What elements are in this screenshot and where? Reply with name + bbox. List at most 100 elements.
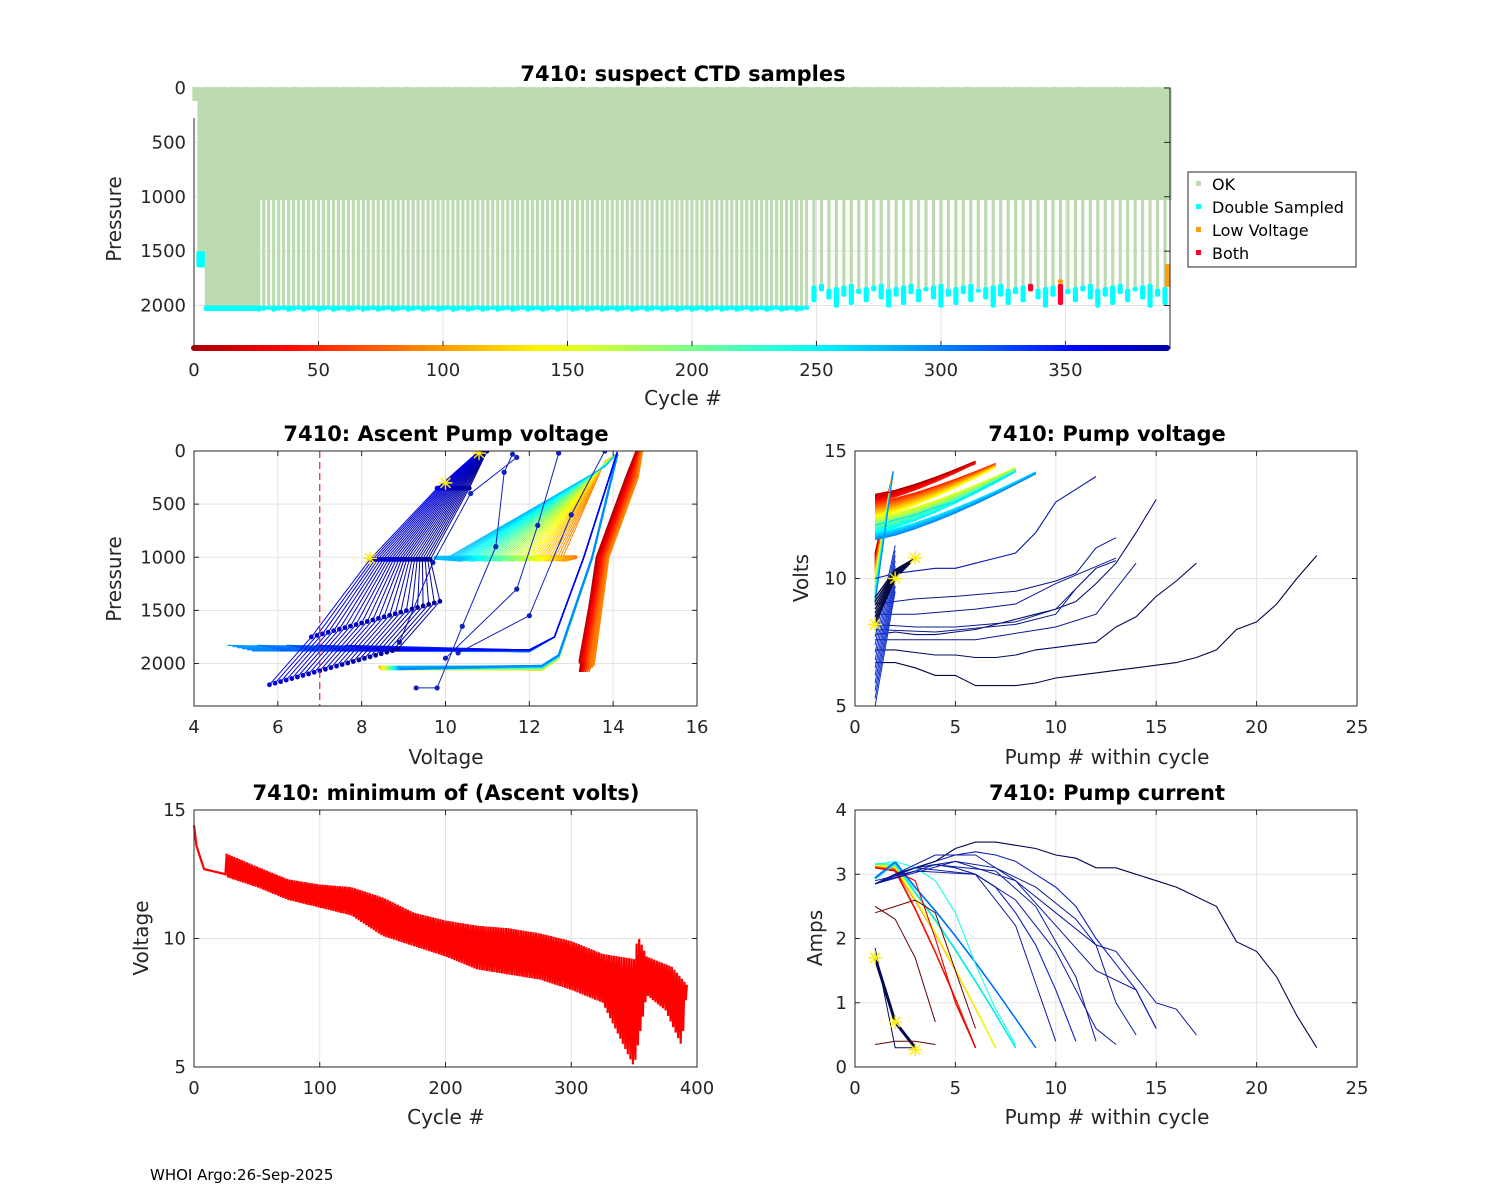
ok-sample-bar bbox=[807, 87, 811, 201]
ok-sample-bar bbox=[618, 87, 622, 201]
ok-sample-bar bbox=[488, 87, 492, 201]
double-sampled-sample bbox=[893, 287, 899, 297]
double-sampled-sample bbox=[450, 305, 456, 312]
ok-sample-bar bbox=[441, 86, 445, 306]
suspect-ctd-ytick-label: 1500 bbox=[140, 241, 186, 262]
double-sampled-sample bbox=[1005, 288, 1011, 305]
pump-voltage-series-early bbox=[875, 463, 976, 495]
ok-sample-bar bbox=[304, 86, 308, 201]
ok-sample-bar bbox=[1153, 87, 1157, 201]
ok-sample-bar bbox=[361, 87, 365, 306]
double-sampled-sample bbox=[848, 283, 854, 305]
ok-sample-bar bbox=[1165, 87, 1170, 201]
ok-sample-bar bbox=[1121, 87, 1125, 201]
ok-sample-bar bbox=[727, 86, 731, 201]
double-sampled-sample bbox=[440, 305, 446, 311]
both-flag-sample bbox=[1057, 283, 1064, 305]
ascent-sample-point bbox=[328, 665, 334, 671]
double-sampled-sample bbox=[1065, 288, 1071, 295]
ok-sample-bar bbox=[959, 87, 963, 201]
double-sampled-sample bbox=[1072, 287, 1078, 303]
double-sampled-sample bbox=[534, 305, 541, 310]
ok-sample-bar bbox=[394, 87, 398, 201]
ok-sample-bar bbox=[588, 87, 592, 201]
ok-sample-bar bbox=[359, 87, 363, 201]
ascent-sample-point bbox=[437, 598, 443, 604]
ok-sample-bar bbox=[770, 87, 774, 306]
ok-sample-bar bbox=[1056, 87, 1060, 201]
pump-current-ytick-label: 3 bbox=[836, 864, 847, 885]
double-sampled-sample bbox=[1117, 283, 1123, 295]
ascent-sample-point bbox=[415, 605, 420, 610]
double-sampled-sample bbox=[856, 288, 862, 295]
ok-sample-bar bbox=[453, 86, 458, 201]
ok-sample-bar bbox=[847, 87, 851, 201]
ok-sample-bar bbox=[341, 86, 345, 306]
ok-sample-bar bbox=[506, 87, 510, 306]
ascent-profile-line bbox=[398, 457, 518, 643]
double-sampled-sample bbox=[295, 305, 302, 310]
ascent-sample-point bbox=[331, 628, 337, 634]
ascent-sample-point bbox=[526, 613, 532, 619]
suspect-ctd-chart: 7410: suspect CTD samples Cycle # Pressu… bbox=[102, 62, 1357, 410]
double-sampled-sample bbox=[975, 288, 981, 293]
double-sampled-sample bbox=[945, 288, 952, 297]
ok-sample-bar bbox=[319, 87, 323, 201]
ascent-sample-point bbox=[427, 556, 433, 562]
ok-sample-bar bbox=[523, 87, 527, 201]
ok-sample-bar bbox=[354, 86, 358, 201]
suspect-ctd-xtick-label: 0 bbox=[188, 360, 199, 381]
ok-sample-bar bbox=[369, 87, 373, 201]
pump-voltage-line bbox=[874, 466, 996, 518]
ascent-sample-point bbox=[392, 611, 398, 617]
pump-voltage-line bbox=[874, 473, 1036, 541]
ok-sample-bar bbox=[1116, 87, 1120, 201]
ok-sample-bar bbox=[1088, 86, 1092, 284]
ok-sample-bar bbox=[889, 86, 893, 201]
ok-sample-bar bbox=[657, 87, 662, 201]
ok-sample-bar bbox=[252, 87, 256, 306]
double-sampled-sample bbox=[380, 305, 386, 311]
min-volts-ytick-label: 5 bbox=[175, 1057, 186, 1078]
ascent-pump-voltage-chart: 7410: Ascent Pump voltage Voltage Pressu… bbox=[102, 422, 708, 769]
ok-sample-bar bbox=[752, 86, 756, 201]
ok-sample-bar bbox=[640, 86, 644, 306]
pump-current-ytick-label: 4 bbox=[836, 800, 847, 821]
pump-voltage-line bbox=[874, 591, 896, 706]
ok-sample-bar bbox=[951, 86, 955, 201]
ascent-pump-ytick-label: 1500 bbox=[140, 600, 186, 621]
ok-sample-bar bbox=[779, 87, 784, 306]
double-sampled-sample bbox=[938, 283, 944, 308]
ok-sample-bar bbox=[411, 87, 415, 306]
legend-marker-double-sampled bbox=[1196, 204, 1201, 209]
ok-sample-bar bbox=[921, 87, 926, 201]
double-sampled-sample bbox=[719, 305, 725, 312]
legend-box bbox=[1187, 171, 1357, 268]
latest-cycle-star-marker bbox=[888, 571, 903, 586]
ok-sample-bar bbox=[794, 87, 799, 306]
ok-sample-bar bbox=[548, 87, 552, 201]
double-sampled-sample bbox=[689, 305, 695, 312]
ok-sample-bar bbox=[1009, 87, 1013, 201]
double-sampled-sample bbox=[694, 305, 700, 311]
double-sampled-sample bbox=[960, 285, 966, 295]
ascent-sample-point bbox=[373, 652, 379, 658]
ok-sample-bar bbox=[461, 87, 465, 306]
ok-sample-bar bbox=[217, 86, 221, 306]
ok-sample-bar bbox=[877, 86, 881, 201]
ok-sample-bar bbox=[894, 87, 898, 288]
double-sampled-sample bbox=[968, 283, 974, 303]
legend-marker-ok bbox=[1196, 181, 1201, 186]
double-sampled-sample bbox=[769, 305, 775, 311]
double-sampled-sample bbox=[430, 305, 436, 310]
ascent-sample-point bbox=[466, 485, 472, 491]
ok-sample-bar bbox=[1048, 87, 1053, 201]
ok-sample-bar bbox=[939, 86, 943, 284]
double-sampled-sample bbox=[729, 305, 735, 310]
suspect-ctd-legend: OK Double Sampled Low Voltage Both bbox=[1187, 171, 1357, 268]
ok-sample-bar bbox=[625, 87, 629, 306]
ok-sample-bar bbox=[446, 87, 450, 306]
ok-sample-bar bbox=[1011, 87, 1015, 201]
pump-current-series-late-b bbox=[874, 851, 1157, 1029]
double-sampled-sample bbox=[734, 305, 740, 312]
